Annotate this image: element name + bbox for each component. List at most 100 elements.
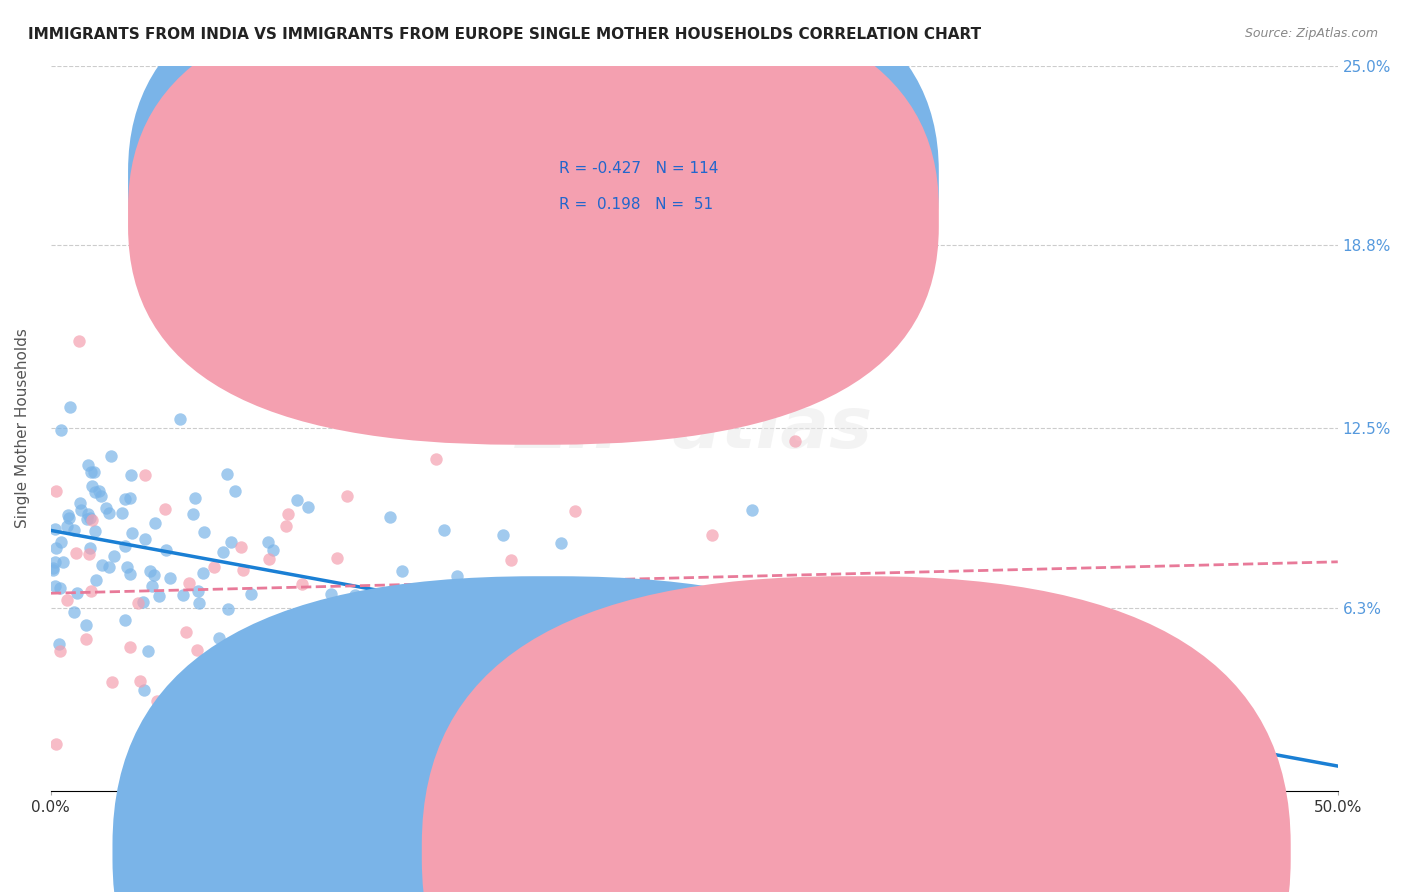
Point (90, 489, 112, 503)
Point (44, 579, 66, 593)
Point (208, 631, 231, 645)
Point (433, 523, 456, 537)
Point (709, 693, 731, 707)
Point (186, 688, 208, 702)
Point (633, 611, 655, 625)
Point (49, 581, 72, 595)
Point (217, 602, 239, 616)
Point (492, 527, 515, 541)
Point (58, 511, 80, 525)
Point (187, 584, 209, 599)
Point (148, 589, 170, 603)
Point (49, 423, 72, 437)
Point (169, 411, 191, 425)
Point (62, 523, 84, 537)
FancyBboxPatch shape (488, 145, 862, 247)
Point (79, 541, 101, 555)
Point (153, 502, 176, 516)
Point (388, 607, 411, 622)
Point (181, 507, 204, 521)
Point (319, 615, 342, 629)
Point (167, 681, 190, 696)
Text: R = -0.427   N = 114: R = -0.427 N = 114 (560, 161, 718, 176)
Point (114, 613, 136, 627)
Point (48, 637, 70, 651)
Point (321, 587, 343, 601)
Point (191, 566, 214, 580)
Point (262, 543, 284, 558)
Point (564, 504, 586, 518)
Point (134, 682, 156, 697)
Point (114, 539, 136, 553)
Point (219, 650, 242, 665)
Point (613, 648, 636, 662)
Point (718, 652, 741, 666)
Point (212, 544, 235, 558)
Point (872, 741, 894, 756)
Point (257, 648, 280, 663)
Point (49, 643, 72, 657)
Point (1173, 749, 1195, 764)
Point (232, 564, 254, 578)
Point (134, 467, 156, 482)
Text: Source: ZipAtlas.com: Source: ZipAtlas.com (1244, 27, 1378, 40)
Point (550, 536, 572, 550)
Point (193, 524, 215, 539)
Point (186, 643, 208, 657)
Point (702, 528, 724, 542)
Point (337, 750, 360, 764)
Point (115, 560, 138, 574)
Point (408, 646, 430, 660)
Point (820, 732, 842, 747)
Point (605, 691, 627, 706)
Point (52, 556, 75, 570)
Point (79, 510, 101, 524)
Text: IMMIGRANTS FROM INDIA VS IMMIGRANTS FROM EUROPE SINGLE MOTHER HOUSEHOLDS CORRELA: IMMIGRANTS FROM INDIA VS IMMIGRANTS FROM… (28, 27, 981, 42)
Text: R =  0.198   N =  51: R = 0.198 N = 51 (560, 197, 713, 212)
Point (97, 560, 120, 574)
Point (67, 334, 90, 348)
Point (83, 465, 105, 479)
Point (86, 573, 108, 587)
Point (65, 546, 87, 560)
Point (280, 639, 302, 653)
Point (333, 626, 356, 640)
Point (103, 549, 125, 563)
Point (285, 492, 308, 507)
Point (634, 610, 657, 624)
Point (325, 551, 347, 566)
Point (229, 541, 252, 555)
Point (45, 738, 67, 752)
Point (239, 587, 262, 601)
Point (387, 623, 409, 637)
Point (139, 564, 162, 578)
Point (80, 513, 103, 527)
Point (1029, 769, 1052, 783)
Point (62, 605, 84, 619)
Point (499, 552, 522, 566)
Point (69, 502, 91, 516)
Point (336, 489, 359, 503)
Point (184, 491, 207, 505)
Point (256, 535, 278, 549)
Point (378, 510, 401, 524)
Point (291, 577, 314, 591)
Point (326, 733, 349, 747)
Point (188, 597, 211, 611)
Point (277, 507, 299, 521)
Text: Immigrants from Europe: Immigrants from Europe (905, 845, 1091, 859)
Point (141, 579, 163, 593)
Y-axis label: Single Mother Households: Single Mother Households (15, 328, 30, 528)
Point (425, 452, 447, 467)
Point (174, 625, 197, 640)
Point (76, 458, 98, 472)
Point (180, 663, 202, 677)
Point (55, 519, 77, 533)
Point (59, 400, 82, 414)
Point (84, 524, 107, 538)
Point (343, 588, 366, 602)
Point (138, 644, 160, 658)
Point (172, 588, 194, 602)
Point (224, 483, 246, 498)
Point (159, 571, 181, 585)
